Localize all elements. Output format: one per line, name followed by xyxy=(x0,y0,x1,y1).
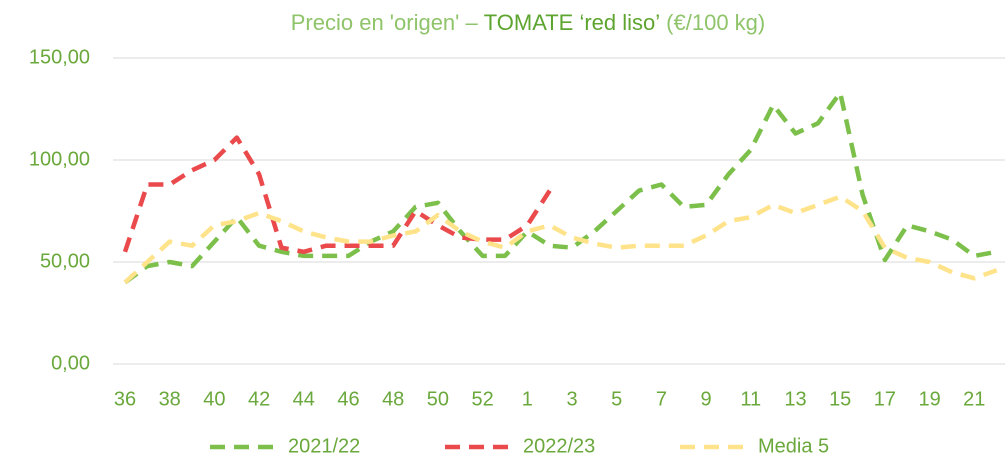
x-tick-label: 9 xyxy=(701,388,712,410)
y-tick-label: 150,00 xyxy=(29,46,90,68)
chart-title: Precio en 'origen' – TOMATE ‘red liso’ (€/… xyxy=(291,10,765,35)
title-part: (€/100 kg) xyxy=(666,10,765,35)
x-tick-label: 1 xyxy=(522,388,533,410)
x-tick-label: 11 xyxy=(740,388,761,410)
y-tick-label: 100,00 xyxy=(29,148,90,170)
title-part: Precio en 'origen' – xyxy=(291,10,479,35)
y-tick-label: 0,00 xyxy=(51,352,90,374)
series-line xyxy=(123,194,998,285)
x-tick-label: 42 xyxy=(248,388,270,410)
x-tick-label: 19 xyxy=(918,388,940,410)
series-line xyxy=(122,135,552,255)
legend-label: Media 5 xyxy=(758,435,829,457)
x-tick-label: 13 xyxy=(784,388,806,410)
legend-label: 2021/22 xyxy=(288,435,360,457)
series-line xyxy=(123,90,998,285)
x-tick-label: 21 xyxy=(963,388,985,410)
x-tick-label: 50 xyxy=(427,388,449,410)
x-tick-label: 38 xyxy=(159,388,181,410)
x-tick-label: 5 xyxy=(611,388,622,410)
x-tick-label: 52 xyxy=(471,388,493,410)
title-part: TOMATE ‘red liso’ xyxy=(484,10,660,35)
x-tick-label: 46 xyxy=(337,388,359,410)
legend-label: 2022/23 xyxy=(523,435,595,457)
y-tick-label: 50,00 xyxy=(40,250,90,272)
x-tick-label: 40 xyxy=(203,388,225,410)
x-tick-label: 36 xyxy=(114,388,136,410)
x-tick-label: 44 xyxy=(293,388,315,410)
x-tick-label: 7 xyxy=(656,388,667,410)
x-tick-label: 48 xyxy=(382,388,404,410)
x-tick-label: 17 xyxy=(874,388,896,410)
x-tick-label: 3 xyxy=(566,388,577,410)
x-tick-label: 15 xyxy=(829,388,851,410)
